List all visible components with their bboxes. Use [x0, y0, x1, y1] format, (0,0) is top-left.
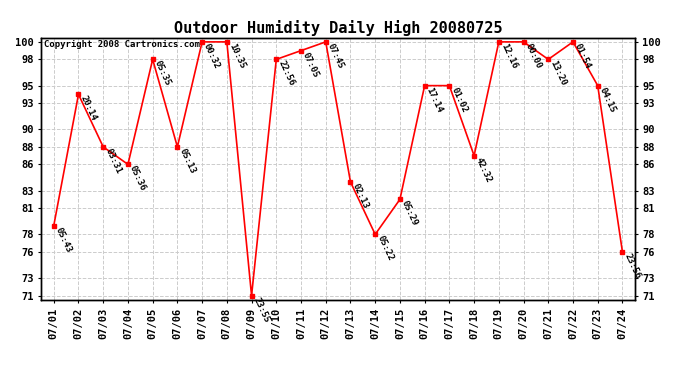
Text: 01:02: 01:02	[449, 86, 469, 114]
Text: 00:00: 00:00	[524, 42, 543, 70]
Text: 23:55: 23:55	[252, 296, 271, 324]
Text: 10:35: 10:35	[227, 42, 246, 70]
Text: 05:43: 05:43	[54, 226, 73, 254]
Text: 05:13: 05:13	[177, 147, 197, 175]
Text: 07:05: 07:05	[301, 51, 321, 79]
Text: 17:14: 17:14	[424, 86, 444, 114]
Text: Copyright 2008 Cartronics.com: Copyright 2008 Cartronics.com	[44, 40, 200, 49]
Text: 42:32: 42:32	[474, 156, 493, 184]
Text: 05:29: 05:29	[400, 200, 420, 228]
Text: 20:14: 20:14	[79, 94, 98, 123]
Text: 07:45: 07:45	[326, 42, 345, 70]
Text: 01:54: 01:54	[573, 42, 593, 70]
Text: 05:36: 05:36	[128, 164, 148, 192]
Text: 23:56: 23:56	[622, 252, 642, 280]
Text: 00:32: 00:32	[202, 42, 221, 70]
Text: 13:20: 13:20	[549, 59, 568, 87]
Title: Outdoor Humidity Daily High 20080725: Outdoor Humidity Daily High 20080725	[174, 20, 502, 36]
Text: 05:22: 05:22	[375, 234, 395, 262]
Text: 22:56: 22:56	[276, 59, 296, 87]
Text: 03:31: 03:31	[104, 147, 123, 175]
Text: 02:13: 02:13	[351, 182, 370, 210]
Text: 12:16: 12:16	[499, 42, 518, 70]
Text: 04:15: 04:15	[598, 86, 618, 114]
Text: 05:35: 05:35	[152, 59, 172, 87]
